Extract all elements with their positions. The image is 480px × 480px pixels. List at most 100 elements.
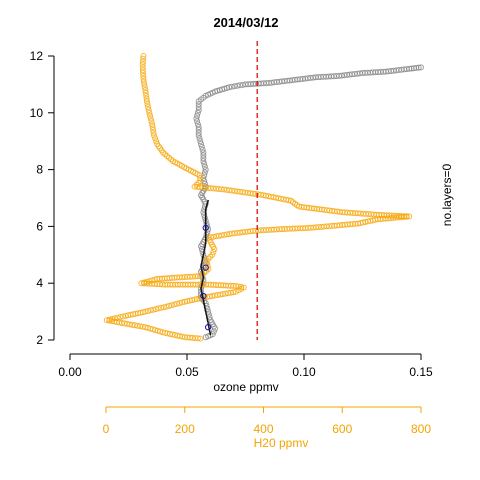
data-point — [204, 309, 207, 312]
data-point — [202, 275, 205, 277]
data-point — [150, 306, 157, 313]
data-point — [141, 81, 148, 88]
data-point — [195, 129, 202, 136]
data-point — [142, 87, 149, 94]
data-point — [203, 305, 206, 307]
data-point — [200, 262, 203, 265]
data-point — [206, 317, 209, 320]
data-point — [140, 55, 147, 62]
data-point — [200, 266, 203, 269]
data-point — [139, 58, 146, 65]
data-point — [234, 82, 241, 89]
data-point — [160, 304, 167, 311]
data-point — [140, 75, 147, 82]
secondary-tick-label: 0 — [103, 422, 110, 436]
data-point — [200, 263, 203, 266]
series-1 — [103, 53, 413, 342]
data-point — [195, 126, 202, 133]
data-point — [204, 219, 207, 222]
data-point — [143, 92, 150, 99]
data-point — [201, 296, 204, 299]
data-point — [207, 324, 210, 327]
data-point — [210, 249, 217, 255]
data-point — [196, 172, 203, 179]
data-point — [204, 208, 207, 211]
series-0 — [193, 64, 424, 341]
data-point — [194, 121, 201, 128]
data-point — [201, 256, 204, 259]
data-point — [207, 199, 210, 202]
data-point — [418, 64, 424, 71]
secondary-tick-label: 600 — [332, 422, 352, 436]
data-point — [139, 61, 146, 68]
data-point — [204, 221, 207, 224]
x-axis-ticks: 0.00 0.05 0.10 0.15 — [58, 354, 433, 379]
data-point — [201, 261, 203, 263]
data-point — [171, 301, 178, 308]
data-point — [200, 149, 207, 156]
data-point — [209, 332, 212, 334]
data-point — [144, 101, 151, 108]
data-point — [204, 310, 207, 313]
data-point — [150, 129, 157, 136]
data-point — [204, 228, 207, 231]
data-point — [201, 295, 204, 297]
data-point — [201, 160, 208, 167]
x-axis-label: ozone ppmv — [213, 380, 278, 394]
y-axis-ticks: 2 4 6 8 10 12 — [30, 49, 54, 347]
data-point — [195, 124, 202, 130]
data-point — [204, 234, 207, 236]
data-point — [206, 201, 209, 204]
data-point — [139, 67, 146, 74]
data-point — [173, 300, 180, 307]
data-point — [204, 217, 207, 219]
data-point — [147, 115, 154, 122]
x-tick-label: 0.00 — [58, 365, 82, 379]
data-point — [203, 303, 206, 306]
data-point — [204, 222, 207, 225]
x-tick-label: 0.05 — [175, 365, 199, 379]
secondary-tick-label: 200 — [175, 422, 195, 436]
y-tick-label: 12 — [30, 49, 44, 63]
data-point — [141, 84, 148, 91]
data-point — [211, 246, 218, 253]
data-point — [237, 82, 243, 89]
data-point — [139, 64, 146, 71]
series-3 — [200, 224, 212, 331]
data-point — [200, 265, 202, 268]
data-point — [202, 299, 205, 302]
series-layer — [103, 53, 424, 342]
data-point — [204, 218, 207, 221]
data-point — [200, 292, 207, 300]
data-point — [202, 300, 205, 303]
data-point — [200, 158, 207, 165]
data-point — [151, 132, 157, 139]
data-point — [163, 303, 170, 310]
data-point — [196, 135, 203, 142]
data-point — [204, 212, 207, 215]
data-point — [204, 245, 207, 248]
data-point — [201, 279, 204, 282]
data-point — [199, 146, 206, 153]
data-point — [202, 264, 209, 271]
secondary-tick-label: 400 — [253, 422, 273, 436]
data-point — [195, 104, 202, 111]
data-point — [140, 70, 146, 76]
data-point — [207, 322, 210, 324]
data-point — [202, 255, 205, 258]
data-point — [201, 163, 208, 170]
data-point — [140, 72, 147, 79]
data-point — [206, 204, 208, 207]
data-point — [149, 121, 156, 128]
data-point — [200, 152, 207, 159]
data-point — [415, 64, 422, 71]
data-point — [204, 226, 207, 229]
data-point — [194, 335, 201, 342]
data-point — [203, 306, 206, 309]
data-point — [198, 141, 204, 147]
data-point — [194, 118, 201, 125]
data-point — [208, 330, 211, 333]
data-point — [204, 307, 207, 310]
data-point — [181, 298, 188, 305]
data-point — [140, 53, 147, 59]
